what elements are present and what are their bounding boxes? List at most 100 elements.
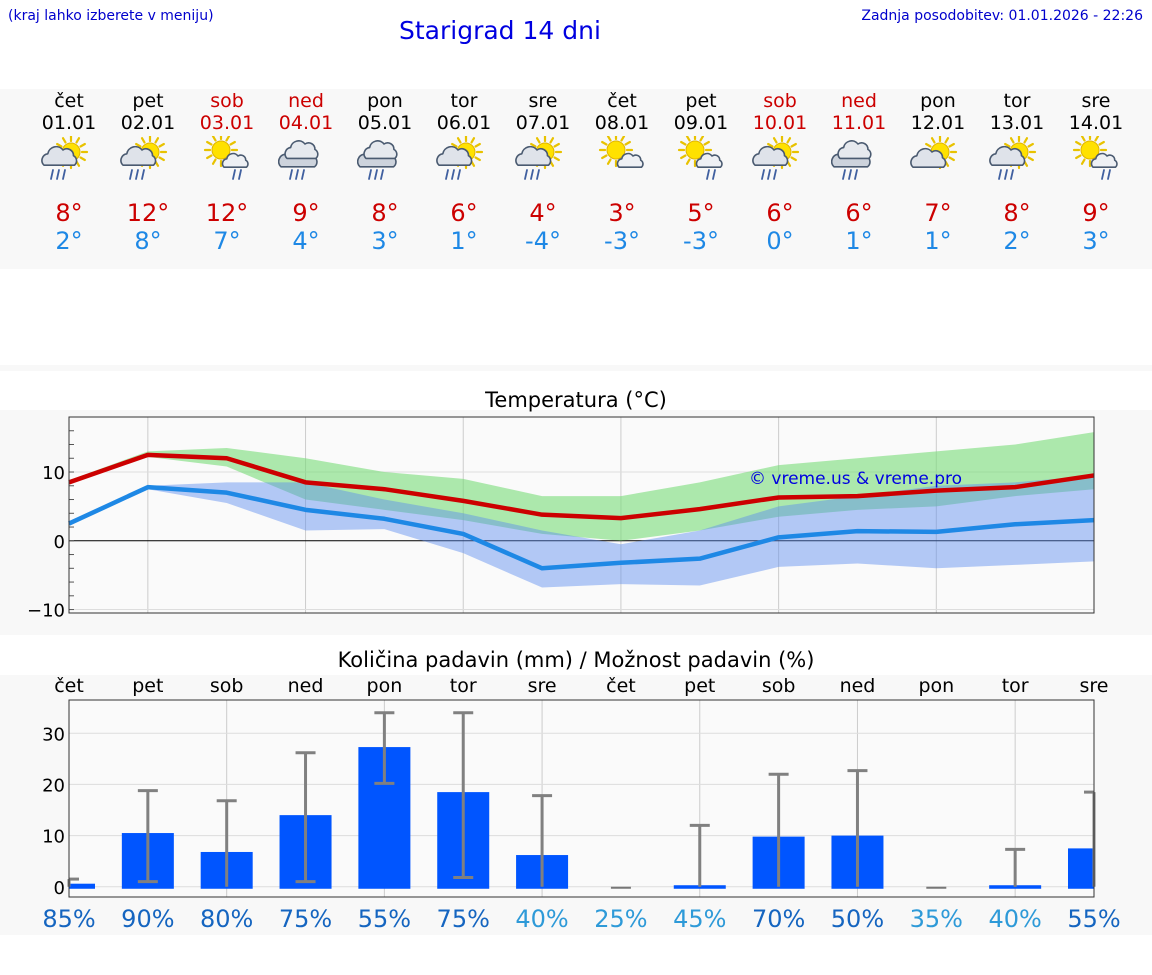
min-temp: 1° (845, 227, 873, 255)
precip-chart-title: Količina padavin (mm) / Možnost padavin … (337, 648, 815, 672)
day-name: čet (607, 90, 637, 112)
x-day-label: ned (840, 675, 876, 697)
day-name: pet (685, 90, 717, 112)
x-day-label: sre (528, 675, 557, 697)
day-column: pet 09.01 5° -3° (662, 90, 740, 255)
min-temp: 1° (450, 227, 478, 255)
day-column: pon 05.01 8° 3° (346, 90, 424, 255)
precip-chance: 25% (594, 905, 648, 933)
min-temp: 8° (134, 227, 162, 255)
x-day-label: sob (762, 675, 796, 697)
x-day-label: sob (210, 675, 244, 697)
max-temp: 6° (450, 199, 478, 227)
day-date: 11.01 (831, 112, 887, 134)
day-date: 08.01 (594, 112, 650, 134)
precip-chance: 40% (515, 905, 569, 933)
sun-cloud-rain-icon (120, 136, 168, 180)
day-date: 07.01 (515, 112, 571, 134)
day-column: ned 11.01 6° 1° (820, 90, 898, 255)
sun-cloud-rain-icon (515, 136, 563, 180)
min-temp: 4° (292, 227, 320, 255)
precipitation-chart: 0 10 20 30 čet pet sob ned pon tor sre čet pet sob ned… (42, 675, 1108, 899)
y-tick-label: −10 (27, 601, 65, 622)
min-temp: 2° (55, 227, 83, 255)
y-tick-label: 0 (54, 532, 65, 553)
x-day-label: čet (606, 675, 636, 697)
day-date: 14.01 (1068, 112, 1124, 134)
sun-cloud-rain-icon (752, 136, 800, 180)
max-temp: 12° (126, 199, 170, 227)
min-temp: 3° (1082, 227, 1110, 255)
day-name: pon (920, 90, 956, 112)
max-temp: 9° (292, 199, 320, 227)
day-name: sre (528, 90, 558, 112)
day-name: ned (841, 90, 877, 112)
precip-chance: 75% (436, 905, 490, 933)
sun-small-cloud-rain-icon (1072, 136, 1118, 180)
max-temp: 7° (924, 199, 952, 227)
precip-chance: 70% (751, 905, 806, 933)
day-date: 03.01 (199, 112, 255, 134)
day-name: čet (54, 90, 84, 112)
day-name: tor (1003, 90, 1031, 112)
sun-small-cloud-rain-icon (203, 136, 249, 180)
cloud-rain-icon (831, 140, 872, 180)
precip-chance: 40% (988, 905, 1042, 933)
min-temp-line (68, 484, 1095, 571)
day-column: sre 07.01 4° -4° (504, 90, 582, 255)
min-temp: -3° (683, 227, 719, 255)
day-name: tor (450, 90, 478, 112)
cloud-rain-icon (278, 140, 319, 180)
sun-cloud-icon (910, 136, 958, 170)
precip-chance: 55% (357, 905, 412, 933)
temp-chart-title: Temperatura (°C) (485, 388, 667, 412)
day-name: pon (367, 90, 403, 112)
max-temp: 8° (1003, 199, 1031, 227)
x-day-label: čet (54, 675, 84, 697)
day-date: 06.01 (436, 112, 492, 134)
max-temp: 9° (1082, 199, 1110, 227)
max-temp: 4° (529, 199, 557, 227)
day-date: 13.01 (989, 112, 1045, 134)
precip-chance: 75% (278, 905, 333, 933)
y-tick-label: 0 (54, 878, 65, 899)
precip-bar (989, 885, 1042, 889)
last-updated: Zadnja posodobitev: 01.01.2026 - 22:26 (861, 8, 1143, 24)
min-temp: -4° (525, 227, 561, 255)
sun-cloud-rain-icon (989, 136, 1037, 180)
precip-bar (69, 883, 95, 889)
sun-cloud-rain-icon (436, 136, 484, 180)
max-temp: 8° (55, 199, 83, 227)
max-temp: 12° (205, 199, 249, 227)
page-title: Starigrad 14 dni (399, 16, 601, 45)
day-column: tor 13.01 8° 2° (978, 90, 1056, 255)
max-temp-line (68, 452, 1095, 521)
min-temp-range-band (69, 475, 1094, 588)
min-temp: 3° (371, 227, 399, 255)
day-column: sob 03.01 12° 7° (188, 90, 266, 255)
precip-chance: 50% (830, 905, 885, 933)
day-name: pet (132, 90, 164, 112)
day-name: sre (1081, 90, 1111, 112)
y-tick-label: 20 (42, 775, 65, 796)
sun-cloud-rain-icon (41, 136, 89, 180)
min-temp: 7° (213, 227, 241, 255)
day-column: pet 02.01 12° 8° (109, 90, 187, 255)
x-day-label: tor (450, 675, 477, 697)
day-date: 10.01 (752, 112, 808, 134)
x-day-label: pon (367, 675, 403, 697)
precip-chance: 85% (42, 905, 96, 933)
precip-chance: 90% (121, 905, 175, 933)
x-day-label: pet (684, 675, 715, 697)
y-tick-label: 30 (42, 724, 65, 745)
menu-hint: (kraj lahko izberete v meniju) (8, 8, 214, 24)
precip-bar (673, 885, 726, 889)
day-date: 12.01 (910, 112, 966, 134)
day-date: 09.01 (673, 112, 729, 134)
spacer-band (0, 365, 1152, 371)
max-temp: 3° (608, 199, 636, 227)
max-temp-range-band (69, 432, 1094, 541)
plot-frame (68, 699, 1095, 898)
precip-chance: 45% (673, 905, 727, 933)
sun-small-cloud-icon (598, 136, 644, 168)
